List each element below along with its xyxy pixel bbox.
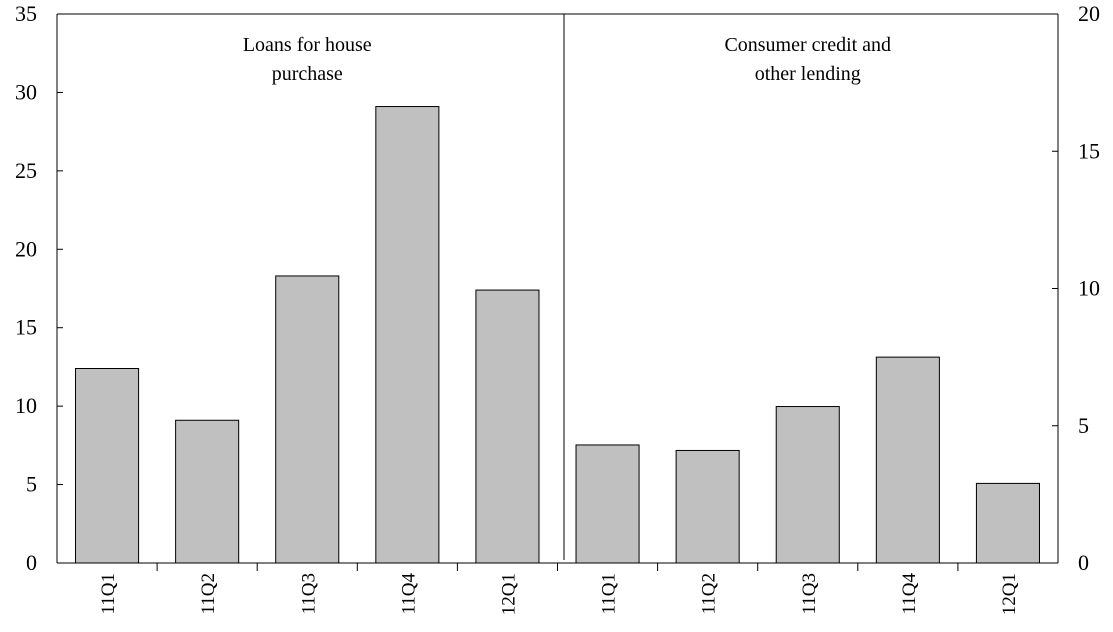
- panel-label-line: Loans for house: [243, 34, 372, 56]
- bar-house-11q3: [275, 275, 340, 564]
- left-tick-label: 5: [26, 472, 37, 497]
- category-label: 11Q2: [198, 573, 219, 615]
- bar-house-11q4: [375, 106, 440, 564]
- right-tick-label: 5: [1078, 413, 1089, 438]
- right-tick-label: 10: [1078, 276, 1100, 301]
- category-label: 11Q2: [699, 573, 720, 615]
- bar-house-11q2: [175, 419, 240, 564]
- bar-house-11q1: [75, 367, 140, 564]
- left-tick-label: 25: [15, 158, 37, 183]
- right-tick-label: 15: [1078, 138, 1100, 163]
- bar-consumer-11q1: [575, 444, 640, 564]
- bar-consumer-11q2: [675, 449, 740, 564]
- left-tick-label: 30: [15, 79, 37, 104]
- left-tick-label: 35: [15, 1, 37, 26]
- category-label: 11Q3: [298, 573, 319, 615]
- bar-consumer-11q3: [775, 406, 840, 564]
- category-label: 12Q1: [999, 573, 1020, 615]
- category-label: 11Q3: [799, 573, 820, 615]
- left-tick-label: 10: [15, 393, 37, 418]
- bar-consumer-12q1: [975, 482, 1040, 564]
- category-label: 11Q4: [398, 573, 419, 615]
- panel-label-line: purchase: [272, 63, 343, 85]
- category-label: 11Q4: [899, 573, 920, 615]
- category-label: 11Q1: [98, 573, 119, 615]
- category-label: 11Q1: [599, 573, 620, 615]
- panel-labels: Loans for house purchase Consumer credit a…: [243, 34, 891, 85]
- bars: [75, 106, 1040, 564]
- left-y-axis: 0 5 10 15 20 25 30 35: [15, 1, 63, 575]
- panel-label-line: Consumer credit and: [724, 34, 891, 56]
- category-label: 12Q1: [498, 573, 519, 615]
- panel-label-line: other lending: [755, 63, 861, 85]
- bar-house-12q1: [475, 289, 540, 564]
- left-tick-label: 20: [15, 236, 37, 261]
- left-tick-label: 15: [15, 315, 37, 340]
- right-tick-label: 0: [1078, 550, 1089, 575]
- x-axis-ticks: [156, 563, 959, 571]
- bar-consumer-11q4: [875, 356, 940, 564]
- right-y-axis: 0 5 10 15 20: [1052, 1, 1100, 575]
- category-labels: 11Q1 11Q2 11Q3 11Q4 12Q1 11Q1 11Q2 11Q3 11Q4 12Q1: [98, 573, 1020, 616]
- right-tick-label: 20: [1078, 1, 1100, 26]
- left-tick-label: 0: [26, 550, 37, 575]
